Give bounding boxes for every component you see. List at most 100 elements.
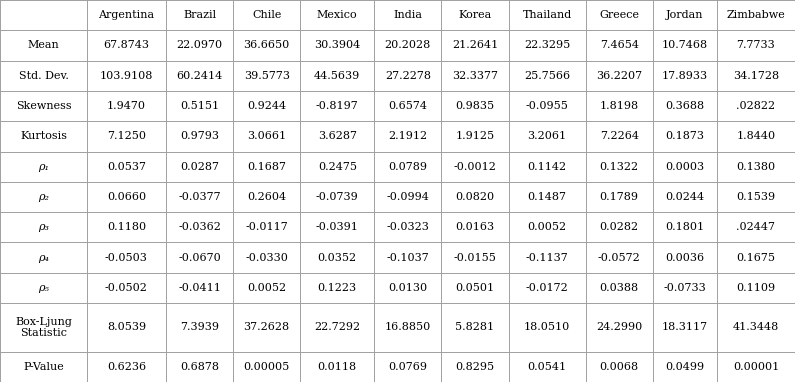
Text: 0.0036: 0.0036 xyxy=(665,253,704,262)
Text: 7.2264: 7.2264 xyxy=(599,131,638,141)
Text: -0.0503: -0.0503 xyxy=(105,253,148,262)
Text: 0.1223: 0.1223 xyxy=(318,283,357,293)
Text: Argentina: Argentina xyxy=(99,10,154,20)
Text: Std. Dev.: Std. Dev. xyxy=(18,71,68,81)
Text: India: India xyxy=(394,10,422,20)
Text: 1.9125: 1.9125 xyxy=(456,131,494,141)
Text: 36.6650: 36.6650 xyxy=(243,40,289,50)
Text: Zimbabwe: Zimbabwe xyxy=(727,10,785,20)
Text: 37.2628: 37.2628 xyxy=(243,322,289,332)
Text: 0.6236: 0.6236 xyxy=(107,362,146,372)
Text: -0.0670: -0.0670 xyxy=(178,253,221,262)
Text: 0.0501: 0.0501 xyxy=(456,283,494,293)
Text: 0.2604: 0.2604 xyxy=(247,192,286,202)
Text: 0.2475: 0.2475 xyxy=(318,162,357,172)
Text: 27.2278: 27.2278 xyxy=(385,71,431,81)
Text: 21.2641: 21.2641 xyxy=(452,40,498,50)
Text: 7.1250: 7.1250 xyxy=(107,131,146,141)
Text: -0.0391: -0.0391 xyxy=(316,222,359,232)
Text: 1.8198: 1.8198 xyxy=(599,101,638,111)
Text: 34.1728: 34.1728 xyxy=(733,71,779,81)
Text: 18.3117: 18.3117 xyxy=(661,322,708,332)
Text: 0.6574: 0.6574 xyxy=(389,101,428,111)
Text: 20.2028: 20.2028 xyxy=(385,40,431,50)
Text: 0.0130: 0.0130 xyxy=(388,283,428,293)
Text: 24.2990: 24.2990 xyxy=(596,322,642,332)
Text: ρ₂: ρ₂ xyxy=(38,192,49,202)
Text: Skewness: Skewness xyxy=(16,101,72,111)
Text: 0.0499: 0.0499 xyxy=(665,362,704,372)
Text: 7.7733: 7.7733 xyxy=(737,40,775,50)
Text: 0.8295: 0.8295 xyxy=(456,362,494,372)
Text: 0.6878: 0.6878 xyxy=(180,362,219,372)
Text: 0.9793: 0.9793 xyxy=(180,131,219,141)
Text: 0.1180: 0.1180 xyxy=(107,222,146,232)
Text: -0.1137: -0.1137 xyxy=(525,253,568,262)
Text: -0.0502: -0.0502 xyxy=(105,283,148,293)
Text: 0.0118: 0.0118 xyxy=(318,362,357,372)
Text: 0.0244: 0.0244 xyxy=(665,192,704,202)
Text: 5.8281: 5.8281 xyxy=(456,322,494,332)
Text: 0.9244: 0.9244 xyxy=(247,101,286,111)
Text: 22.0970: 22.0970 xyxy=(176,40,223,50)
Text: -0.0955: -0.0955 xyxy=(525,101,568,111)
Text: 0.0769: 0.0769 xyxy=(389,362,428,372)
Text: 0.00001: 0.00001 xyxy=(733,362,779,372)
Text: 0.3688: 0.3688 xyxy=(665,101,704,111)
Text: 22.3295: 22.3295 xyxy=(524,40,570,50)
Text: 36.2207: 36.2207 xyxy=(596,71,642,81)
Text: -0.0012: -0.0012 xyxy=(454,162,496,172)
Text: 3.6287: 3.6287 xyxy=(318,131,357,141)
Text: 0.0282: 0.0282 xyxy=(599,222,638,232)
Text: 0.0388: 0.0388 xyxy=(599,283,638,293)
Text: 10.7468: 10.7468 xyxy=(661,40,708,50)
Text: -0.0362: -0.0362 xyxy=(178,222,221,232)
Text: 0.0052: 0.0052 xyxy=(528,222,567,232)
Text: 39.5773: 39.5773 xyxy=(243,71,289,81)
Text: 3.2061: 3.2061 xyxy=(528,131,567,141)
Text: -0.0330: -0.0330 xyxy=(245,253,288,262)
Text: -0.0323: -0.0323 xyxy=(386,222,429,232)
Text: 22.7292: 22.7292 xyxy=(314,322,360,332)
Text: 0.1322: 0.1322 xyxy=(599,162,638,172)
Text: .02822: .02822 xyxy=(736,101,776,111)
Text: 0.9835: 0.9835 xyxy=(456,101,494,111)
Text: 0.0352: 0.0352 xyxy=(318,253,357,262)
Text: ρ₁: ρ₁ xyxy=(38,162,49,172)
Text: Kurtosis: Kurtosis xyxy=(20,131,67,141)
Text: 0.0068: 0.0068 xyxy=(599,362,638,372)
Text: -0.0572: -0.0572 xyxy=(598,253,641,262)
Text: 0.1539: 0.1539 xyxy=(736,192,776,202)
Text: -0.0739: -0.0739 xyxy=(316,192,359,202)
Text: -0.0172: -0.0172 xyxy=(525,283,568,293)
Text: Box-Ljung
Statistic: Box-Ljung Statistic xyxy=(15,317,72,338)
Text: ρ₅: ρ₅ xyxy=(38,283,49,293)
Text: 0.1380: 0.1380 xyxy=(736,162,776,172)
Text: 7.3939: 7.3939 xyxy=(180,322,219,332)
Text: 16.8850: 16.8850 xyxy=(385,322,431,332)
Text: 60.2414: 60.2414 xyxy=(176,71,223,81)
Text: Mexico: Mexico xyxy=(317,10,358,20)
Text: 1.8440: 1.8440 xyxy=(736,131,776,141)
Text: Greece: Greece xyxy=(599,10,639,20)
Text: 0.0052: 0.0052 xyxy=(247,283,286,293)
Text: Jordan: Jordan xyxy=(666,10,704,20)
Text: -0.0411: -0.0411 xyxy=(178,283,221,293)
Text: 2.1912: 2.1912 xyxy=(388,131,428,141)
Text: 25.7566: 25.7566 xyxy=(524,71,570,81)
Text: ρ₃: ρ₃ xyxy=(38,222,49,232)
Text: Korea: Korea xyxy=(459,10,491,20)
Text: 0.5151: 0.5151 xyxy=(180,101,219,111)
Text: 0.1487: 0.1487 xyxy=(528,192,567,202)
Text: -0.1037: -0.1037 xyxy=(386,253,429,262)
Text: -0.0994: -0.0994 xyxy=(386,192,429,202)
Text: 0.0660: 0.0660 xyxy=(107,192,146,202)
Text: -0.8197: -0.8197 xyxy=(316,101,359,111)
Text: 0.1687: 0.1687 xyxy=(247,162,286,172)
Text: 0.0003: 0.0003 xyxy=(665,162,704,172)
Text: 8.0539: 8.0539 xyxy=(107,322,146,332)
Text: 67.8743: 67.8743 xyxy=(103,40,149,50)
Text: Mean: Mean xyxy=(28,40,60,50)
Text: 0.1142: 0.1142 xyxy=(528,162,567,172)
Text: 0.1789: 0.1789 xyxy=(599,192,638,202)
